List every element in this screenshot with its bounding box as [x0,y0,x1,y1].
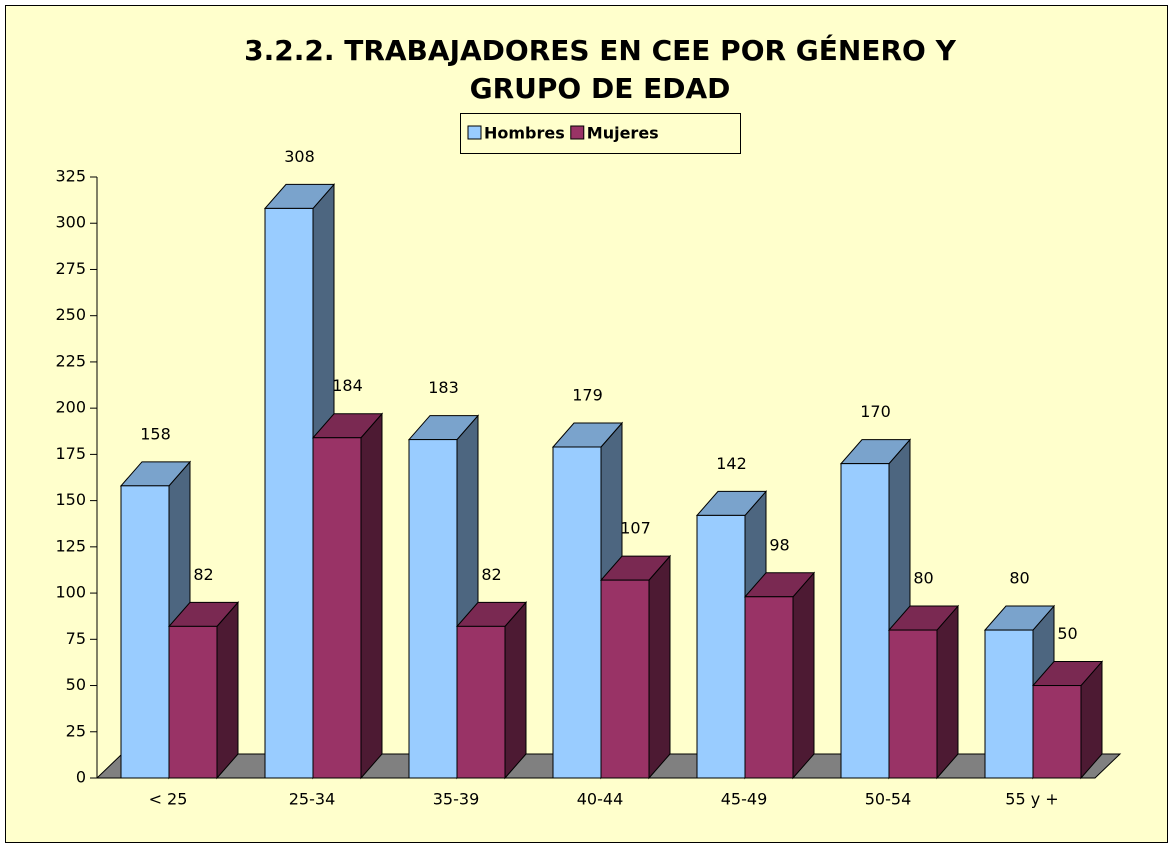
y-tick-label: 0 [76,768,86,787]
y-tick-label: 25 [66,721,86,740]
y-tick-label: 275 [55,259,86,278]
data-label: 82 [193,565,213,584]
data-label: 98 [769,535,789,554]
chart-title: GRUPO DE EDAD [470,72,731,105]
bar-front [840,463,890,779]
x-tick-label: 50-54 [865,790,912,809]
bar [743,571,816,780]
bar-front [888,629,938,779]
bar [455,601,528,780]
data-label: 82 [481,565,501,584]
data-label: 107 [620,519,651,538]
bar [311,412,384,780]
y-tick-label: 225 [55,351,86,370]
y-tick-label: 325 [55,167,86,186]
chart-title: 3.2.2. TRABAJADORES EN CEE POR GÉNERO Y [244,33,956,67]
data-label: 183 [428,378,459,397]
y-tick-label: 50 [66,675,86,694]
bar-front [984,629,1034,779]
x-tick-label: 40-44 [577,790,624,809]
data-label: 170 [860,402,891,421]
bar-side [792,571,815,780]
bar [839,438,912,780]
y-tick-label: 200 [55,398,86,417]
data-label: 80 [1009,569,1029,588]
y-tick-label: 150 [55,490,86,509]
bar-front [744,596,794,779]
y-tick-label: 100 [55,583,86,602]
x-tick-label: 45-49 [721,790,768,809]
legend-swatch [467,125,482,140]
bar-side [216,601,239,780]
bar-front [120,485,170,779]
bar [1031,660,1104,780]
x-tick-label: 55 y + [1005,790,1058,809]
x-tick-label: 25-34 [289,790,336,809]
bar-front [1032,685,1082,779]
y-tick-label: 175 [55,444,86,463]
bar [887,604,960,780]
y-tick-label: 125 [55,536,86,555]
bar [167,601,240,780]
y-tick-label: 300 [55,213,86,232]
legend-label: Mujeres [587,124,659,143]
data-label: 179 [572,385,603,404]
bar-side [504,601,527,780]
bar-front [696,514,746,779]
data-label: 158 [140,424,171,443]
legend-label: Hombres [484,124,565,143]
bar-front [600,579,650,779]
bar-front [408,439,458,779]
x-tick-label: 35-39 [433,790,480,809]
y-tick-label: 250 [55,305,86,324]
y-tick-label: 75 [66,629,86,648]
bar [599,554,672,780]
bar-side [360,412,383,780]
data-label: 142 [716,454,747,473]
data-label: 80 [913,569,933,588]
legend [460,113,741,154]
data-label: 184 [332,376,363,395]
bar-front [312,437,362,779]
data-label: 308 [284,147,315,166]
bar-front [456,625,506,779]
bar-front [552,446,602,779]
x-tick-label: < 25 [149,790,188,809]
bar-side [936,604,959,780]
bar-front [168,625,218,779]
bar-front [264,207,314,779]
bar-side [648,554,671,780]
legend-swatch [570,125,585,140]
data-label: 50 [1057,624,1077,643]
